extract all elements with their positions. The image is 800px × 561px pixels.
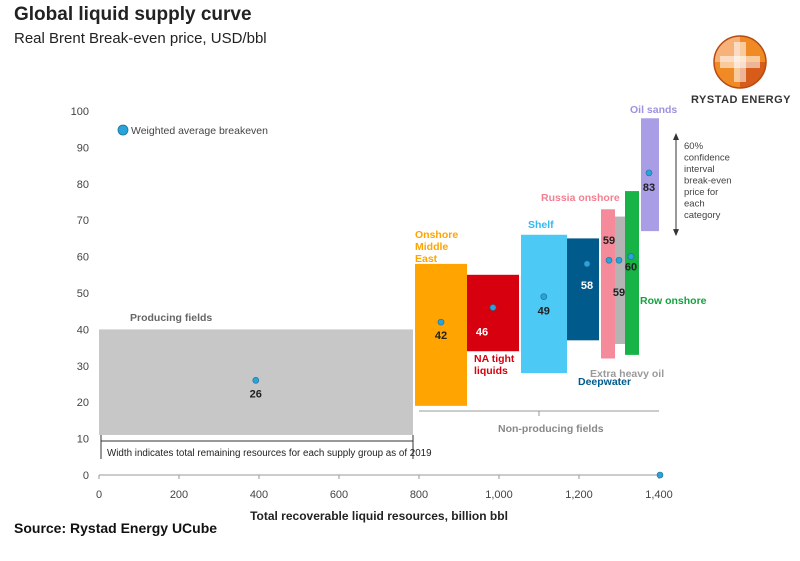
x-tick-label: 1,400: [645, 489, 673, 501]
avg-marker: [645, 169, 653, 177]
y-tick-label: 0: [83, 470, 89, 482]
confidence-note: 60% confidence interval break-even price for…: [684, 141, 732, 221]
avg-marker: [627, 253, 635, 260]
avg-marker: [615, 256, 623, 264]
avg-marker: [540, 293, 548, 300]
x-tick-label: 600: [330, 489, 348, 501]
y-tick-label: 10: [77, 434, 89, 446]
avg-value-label: 59: [613, 287, 625, 299]
avg-value-label: 83: [643, 182, 655, 194]
avg-marker: [437, 318, 445, 326]
source-note: Source: Rystad Energy UCube: [14, 520, 218, 536]
category-label: Extra heavy oil: [590, 368, 664, 380]
rystad-energy-logo-icon: [713, 35, 767, 89]
avg-value-label: 26: [250, 388, 262, 400]
y-tick-label: 100: [71, 106, 89, 118]
legend-label: Weighted average breakeven: [131, 125, 268, 137]
y-tick-label: 30: [77, 361, 89, 373]
avg-marker: [605, 256, 613, 264]
bars-layer: [99, 118, 659, 435]
category-label: Onshore: [415, 229, 458, 241]
bar-extra-heavy-oil: [615, 216, 625, 344]
avg-marker: [489, 304, 497, 311]
avg-marker: [583, 260, 591, 268]
x-tick-label: 0: [96, 489, 102, 501]
y-tick-label: 80: [77, 179, 89, 191]
legend-marker: [117, 124, 129, 136]
avg-marker: [252, 377, 260, 384]
category-label: Deepwater: [578, 376, 631, 388]
y-tick-label: 40: [77, 324, 89, 336]
axis-marker: [656, 471, 664, 479]
bar-na-tight-liquids: [467, 274, 519, 352]
category-label: Oil sands: [630, 104, 677, 116]
avg-value-label: 42: [435, 330, 447, 342]
bar-onshore-middle-east: [415, 263, 467, 406]
page-subtitle: Real Brent Break-even price, USD/bbl: [14, 30, 267, 47]
confidence-arrow-head-up: [673, 133, 679, 140]
category-label: East: [415, 253, 438, 265]
avg-value-label: 49: [538, 306, 550, 318]
y-tick-label: 90: [77, 142, 89, 154]
logo-text: RYSTAD ENERGY: [690, 94, 791, 106]
avg-value-label: 59: [603, 235, 615, 247]
x-tick-label: 1,200: [565, 489, 593, 501]
x-axis-label: Total recoverable liquid resources, bill…: [250, 509, 508, 523]
width-note: Width indicates total remaining resource…: [107, 448, 432, 459]
category-label: Row onshore: [640, 295, 707, 307]
bar-deepwater: [567, 238, 599, 341]
x-tick-label: 200: [170, 489, 188, 501]
category-label: NA tight: [474, 353, 515, 365]
category-label: liquids: [474, 365, 508, 377]
bar-russia-onshore: [601, 209, 615, 359]
y-tick-label: 60: [77, 252, 89, 264]
page-title: Global liquid supply curve: [14, 4, 252, 25]
non-producing-label: Non-producing fields: [498, 423, 604, 435]
bar-row-onshore: [625, 191, 639, 355]
axes-layer: 0 10 20 30 40 50 60 70 80 90 100 0 200 400 600 800 1,000…: [71, 106, 673, 523]
y-tick-label: 70: [77, 215, 89, 227]
category-label: Russia onshore: [541, 192, 620, 204]
labels-layer: Weighted average breakeven 26 42 46 49 58 59 59…: [100, 104, 732, 479]
width-note-bg: [105, 444, 407, 460]
avg-value-label: 58: [581, 280, 593, 292]
bar-shelf: [521, 234, 567, 374]
category-label: Middle: [415, 241, 448, 253]
confidence-arrow-head-down: [673, 229, 679, 237]
y-tick-label: 50: [77, 288, 89, 300]
x-tick-label: 800: [410, 489, 428, 501]
x-tick-label: 400: [250, 489, 268, 501]
category-label: Shelf: [528, 219, 554, 231]
avg-value-label: 46: [476, 327, 488, 339]
category-label: Producing fields: [130, 312, 212, 324]
y-tick-label: 20: [77, 397, 89, 409]
x-tick-label: 1,000: [485, 489, 513, 501]
avg-value-label: 60: [625, 262, 637, 274]
